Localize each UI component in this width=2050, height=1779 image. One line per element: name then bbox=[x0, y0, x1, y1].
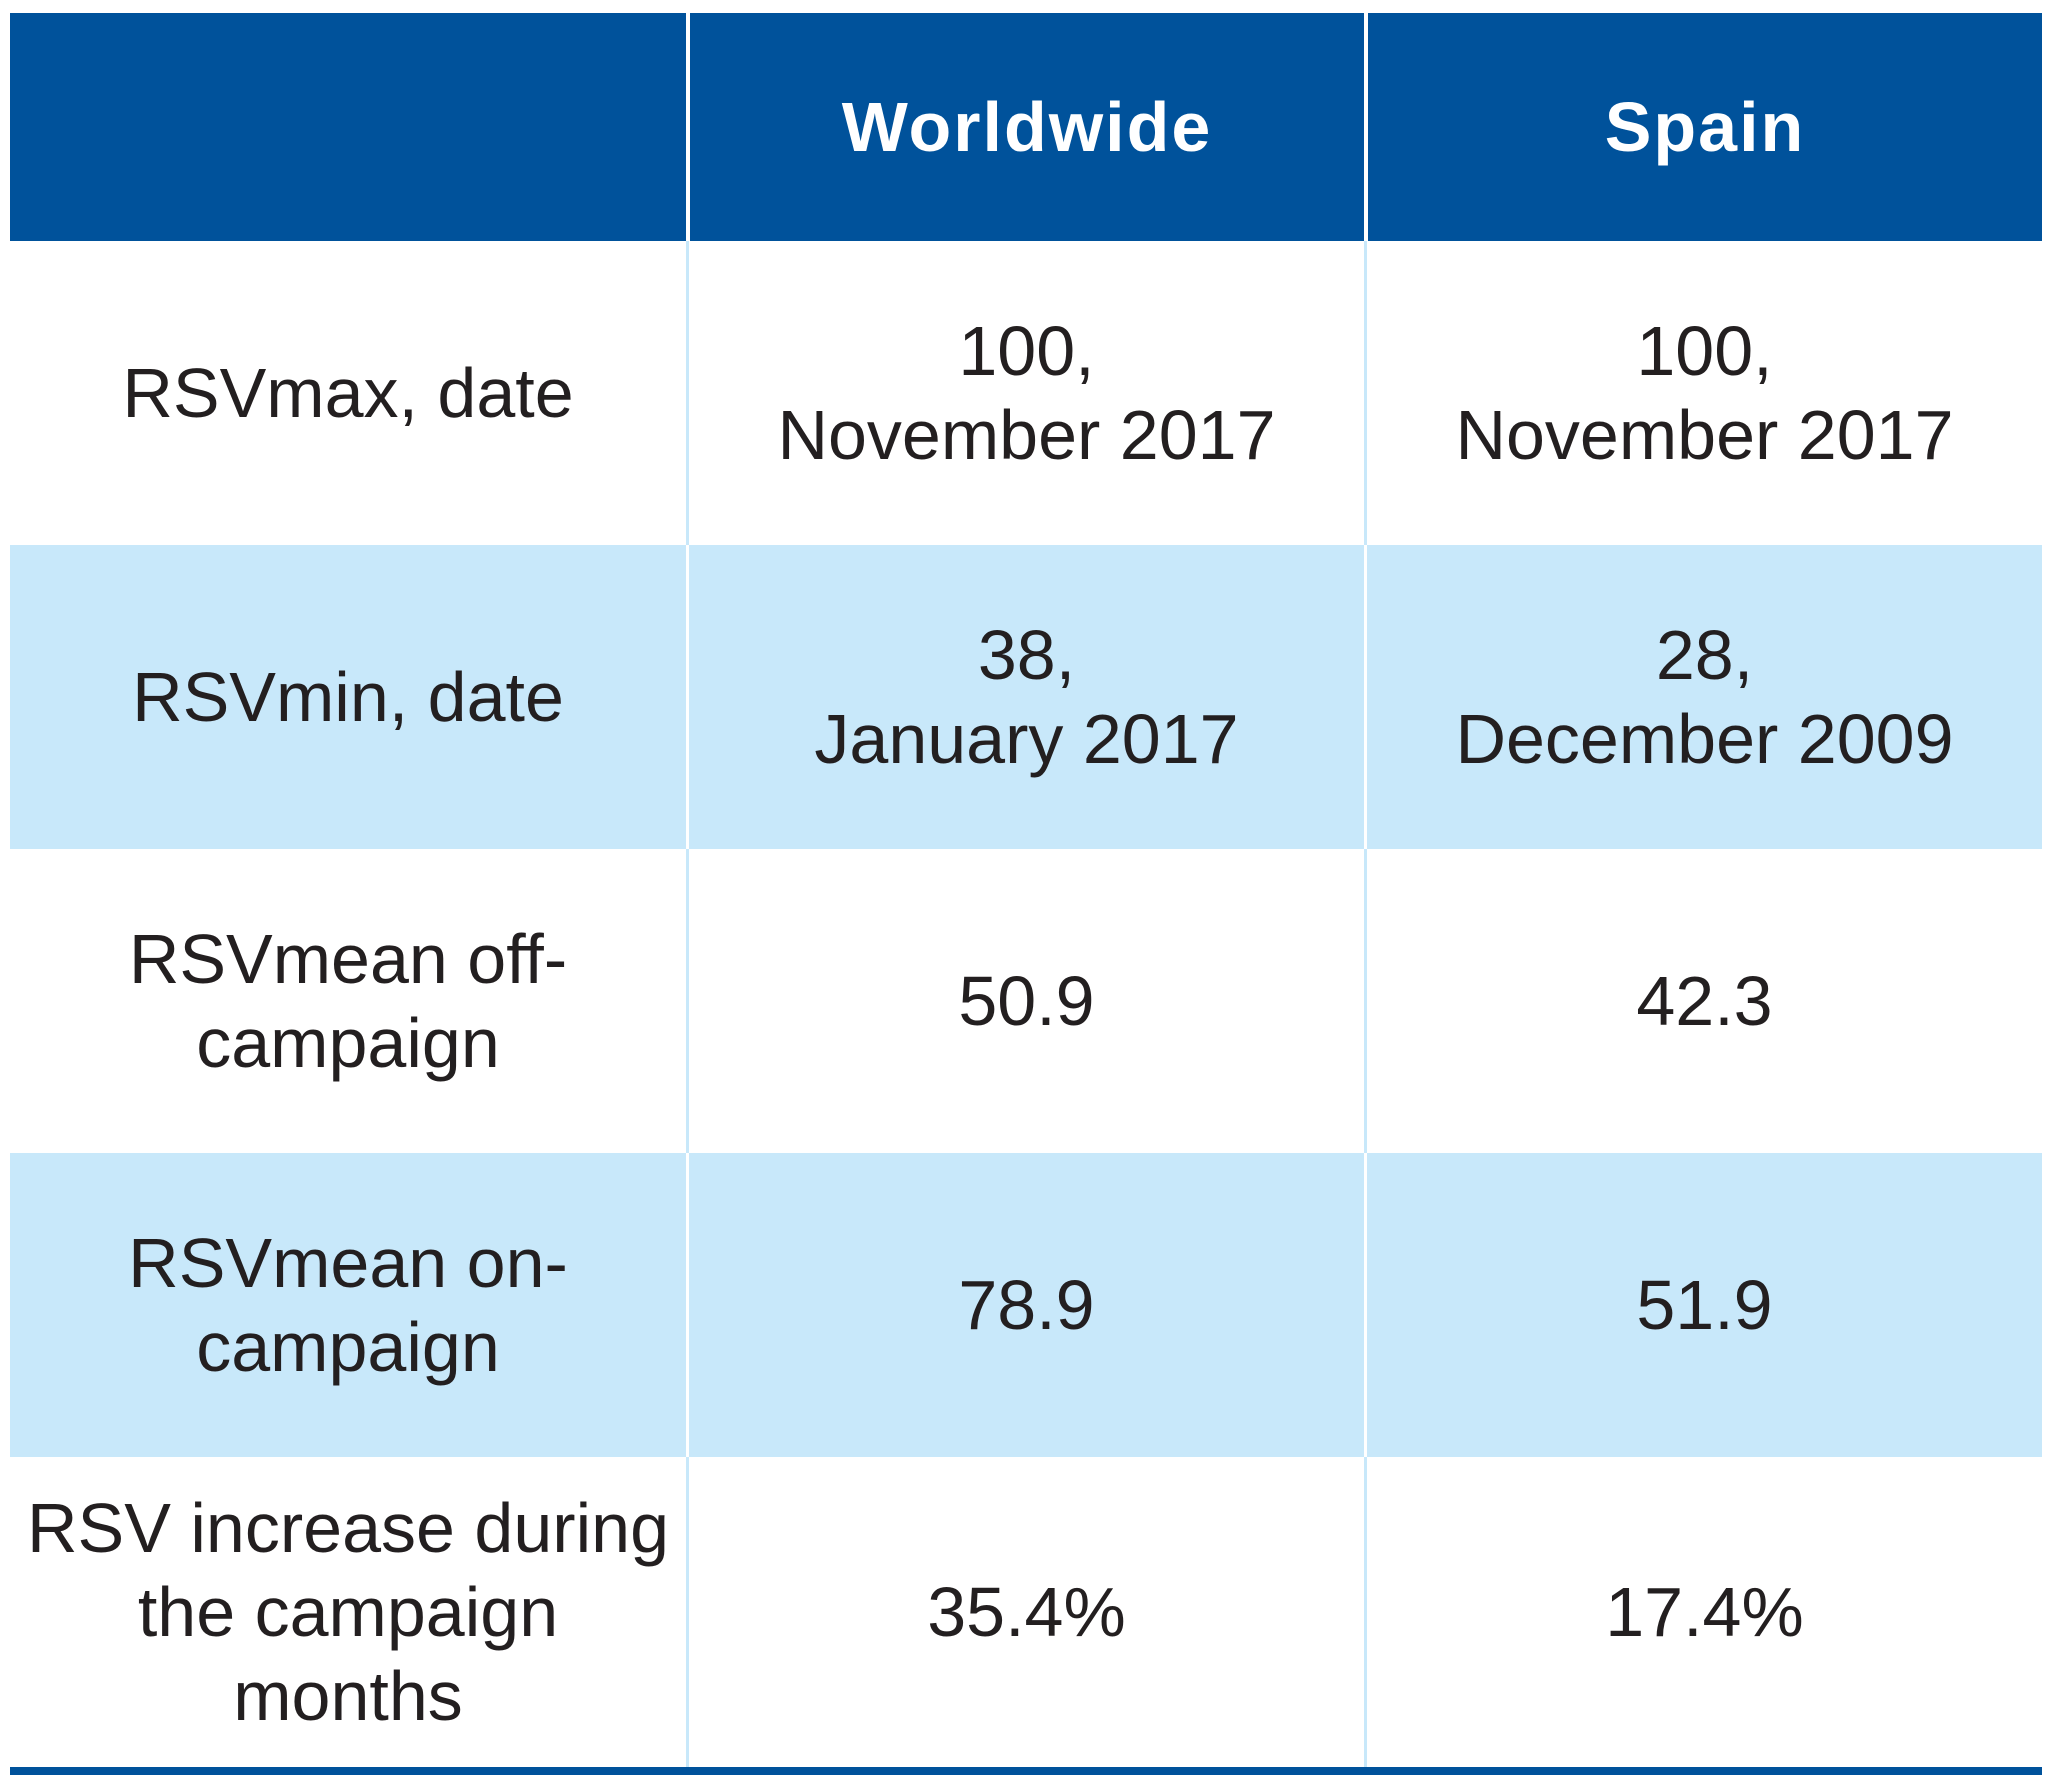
row-label: RSVmin, date bbox=[132, 658, 564, 736]
worldwide-value: 35.4% bbox=[686, 1457, 1364, 1767]
table-row: RSVmin, date 38, January 2017 28, Decemb… bbox=[10, 545, 2042, 849]
spain-value: 17.4% bbox=[1364, 1457, 2042, 1767]
table-row: RSVmean on- campaign 78.9 51.9 bbox=[10, 1153, 2042, 1457]
spain-value: 100, November 2017 bbox=[1364, 241, 2042, 545]
row-label: RSVmean off- campaign bbox=[128, 920, 568, 1082]
worldwide-value: 78.9 bbox=[686, 1153, 1364, 1457]
spain-value: 28, December 2009 bbox=[1364, 545, 2042, 849]
row-label: RSV increase during the campaign months bbox=[27, 1489, 669, 1735]
worldwide-value: 38, January 2017 bbox=[686, 545, 1364, 849]
row-label: RSVmean on- campaign bbox=[128, 1224, 568, 1386]
data-table: Worldwide Spain RSVmax, date 100, Novemb… bbox=[10, 13, 2042, 1775]
header-spain: Spain bbox=[1364, 13, 2042, 241]
header-worldwide: Worldwide bbox=[686, 13, 1364, 241]
table-bottom-rule bbox=[10, 1767, 2042, 1775]
table-row: RSV increase during the campaign months … bbox=[10, 1457, 2042, 1767]
worldwide-value: 100, November 2017 bbox=[686, 241, 1364, 545]
header-empty-cell bbox=[10, 13, 686, 241]
worldwide-value: 50.9 bbox=[686, 849, 1364, 1153]
spain-value: 42.3 bbox=[1364, 849, 2042, 1153]
row-label: RSVmax, date bbox=[122, 354, 574, 432]
table-header-row: Worldwide Spain bbox=[10, 13, 2042, 241]
spain-value: 51.9 bbox=[1364, 1153, 2042, 1457]
table-row: RSVmax, date 100, November 2017 100, Nov… bbox=[10, 241, 2042, 545]
table-row: RSVmean off- campaign 50.9 42.3 bbox=[10, 849, 2042, 1153]
